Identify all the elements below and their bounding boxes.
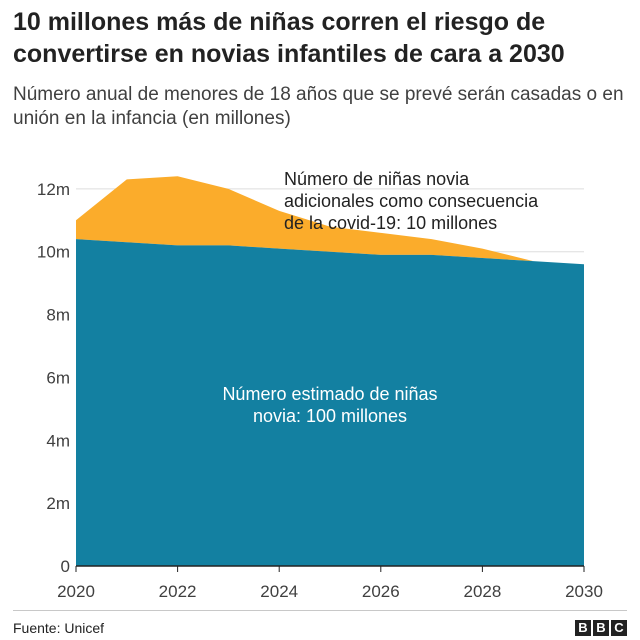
y-tick-label: 12m	[37, 180, 70, 199]
x-tick-label: 2026	[362, 582, 400, 600]
footer-divider	[13, 610, 627, 611]
x-tick-label: 2020	[57, 582, 95, 600]
chart-subtitle: Número anual de menores de 18 años que s…	[13, 84, 624, 129]
y-tick-label: 6m	[46, 368, 70, 387]
y-tick-label: 4m	[46, 431, 70, 450]
annotation-additional: adicionales como consecuencia	[284, 191, 539, 211]
logo-letter: B	[575, 620, 591, 636]
y-tick-label: 0	[61, 557, 70, 576]
logo-letter: B	[593, 620, 609, 636]
annotation-additional: Número de niñas novia	[284, 169, 470, 189]
bbc-logo: B B C	[575, 620, 627, 636]
logo-letter: C	[611, 620, 627, 636]
x-tick-label: 2030	[565, 582, 603, 600]
x-tick-label: 2028	[463, 582, 501, 600]
y-tick-label: 10m	[37, 243, 70, 262]
source-note: Fuente: Unicef	[13, 620, 105, 636]
y-tick-label: 8m	[46, 306, 70, 325]
x-tick-label: 2024	[260, 582, 298, 600]
base-area	[76, 239, 584, 566]
chart-title: 10 millones más de niñas corren el riesg…	[13, 8, 565, 68]
x-tick-label: 2022	[159, 582, 197, 600]
y-tick-label: 2m	[46, 494, 70, 513]
annotation-base: Número estimado de niñas	[222, 384, 437, 404]
additional-area	[76, 176, 584, 265]
area-chart: 0 2m 4m 6m 8m 10m 12m 2020 2022 2024 2026 2028 2030 N…	[37, 169, 603, 600]
annotation-base: novia: 100 millones	[253, 406, 407, 426]
annotation-additional: de la covid-19: 10 millones	[284, 213, 497, 233]
